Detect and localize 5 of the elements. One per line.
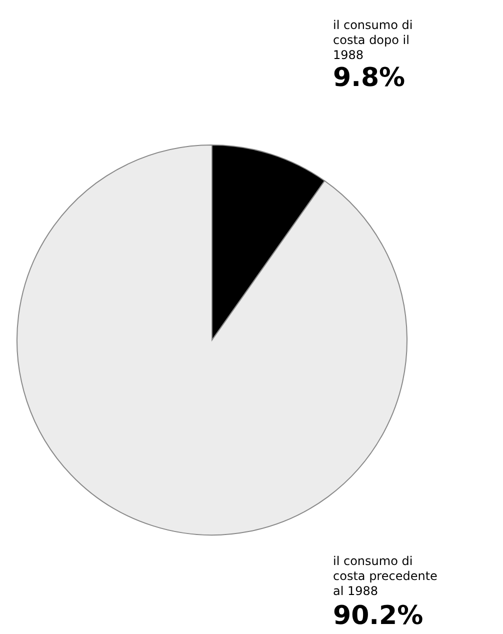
data-label: 9.8% — [333, 63, 406, 93]
slice-label: il consumo di costa dopo il 1988 — [333, 18, 413, 62]
data-label: 90.2% — [333, 601, 424, 631]
slice-label: il consumo di costa precedente al 1988 — [333, 554, 438, 598]
pie-slice — [16, 144, 408, 536]
